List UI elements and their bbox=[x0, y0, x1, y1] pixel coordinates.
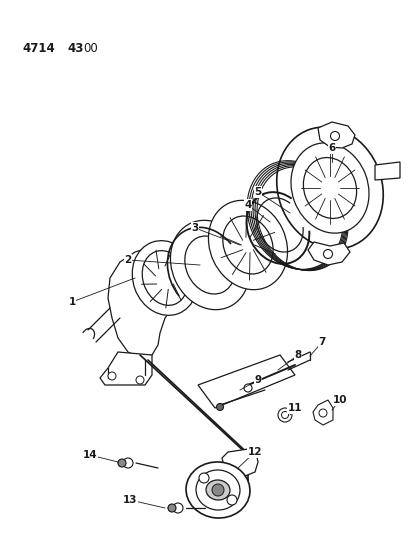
Circle shape bbox=[168, 504, 176, 512]
Ellipse shape bbox=[186, 462, 250, 518]
Polygon shape bbox=[375, 162, 400, 180]
Ellipse shape bbox=[196, 470, 240, 510]
Circle shape bbox=[173, 503, 183, 513]
Polygon shape bbox=[100, 352, 152, 385]
Text: 11: 11 bbox=[288, 403, 302, 413]
Ellipse shape bbox=[185, 236, 235, 294]
Polygon shape bbox=[308, 242, 350, 265]
Polygon shape bbox=[318, 122, 355, 148]
Text: 00: 00 bbox=[83, 42, 98, 55]
Polygon shape bbox=[222, 448, 258, 478]
Text: 4714: 4714 bbox=[22, 42, 55, 55]
Text: 7: 7 bbox=[318, 337, 326, 347]
Circle shape bbox=[108, 372, 116, 380]
Circle shape bbox=[282, 411, 288, 418]
Polygon shape bbox=[108, 245, 208, 358]
Circle shape bbox=[118, 459, 126, 467]
Circle shape bbox=[123, 458, 133, 468]
Circle shape bbox=[319, 409, 327, 417]
Ellipse shape bbox=[171, 220, 250, 310]
Ellipse shape bbox=[206, 480, 230, 500]
Circle shape bbox=[227, 495, 237, 505]
Circle shape bbox=[199, 473, 209, 483]
Text: 13: 13 bbox=[123, 495, 137, 505]
Text: 1: 1 bbox=[69, 297, 75, 307]
Ellipse shape bbox=[142, 251, 188, 305]
Ellipse shape bbox=[277, 127, 383, 249]
Ellipse shape bbox=[304, 158, 357, 219]
Text: 8: 8 bbox=[295, 350, 302, 360]
Text: 9: 9 bbox=[255, 375, 262, 385]
Polygon shape bbox=[313, 400, 333, 425]
Ellipse shape bbox=[132, 241, 198, 316]
Ellipse shape bbox=[291, 143, 369, 233]
Text: 6: 6 bbox=[328, 143, 336, 153]
Text: 3: 3 bbox=[191, 223, 199, 233]
Circle shape bbox=[136, 376, 144, 384]
Text: 14: 14 bbox=[83, 450, 98, 460]
Text: 4: 4 bbox=[244, 200, 252, 210]
Ellipse shape bbox=[223, 216, 273, 274]
Text: 43: 43 bbox=[67, 42, 83, 55]
Circle shape bbox=[244, 384, 252, 392]
Ellipse shape bbox=[208, 200, 288, 289]
Circle shape bbox=[212, 484, 224, 496]
Text: 2: 2 bbox=[124, 255, 132, 265]
Polygon shape bbox=[198, 355, 295, 408]
Text: 10: 10 bbox=[333, 395, 347, 405]
Text: 5: 5 bbox=[254, 187, 262, 197]
Circle shape bbox=[330, 132, 339, 141]
Circle shape bbox=[217, 403, 224, 410]
Circle shape bbox=[278, 408, 292, 422]
Circle shape bbox=[324, 249, 333, 259]
Text: 12: 12 bbox=[248, 447, 262, 457]
